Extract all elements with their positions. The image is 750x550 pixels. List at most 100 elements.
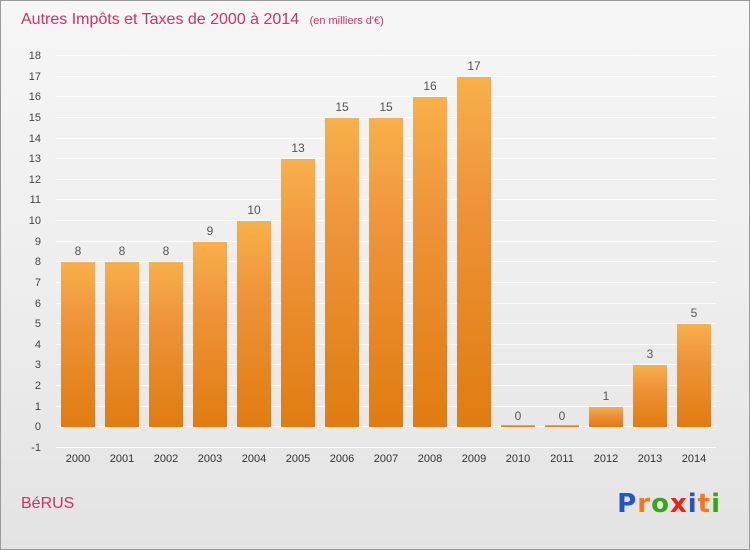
y-tick-label: 18 xyxy=(28,50,41,62)
gridline xyxy=(56,75,716,77)
bar-value-label: 8 xyxy=(162,244,170,259)
x-tick-label: 2000 xyxy=(65,453,91,465)
y-tick-label: 7 xyxy=(34,276,41,289)
logo-letter: i xyxy=(711,489,721,519)
x-tick-label: 2013 xyxy=(637,453,663,465)
x-tick-label: 2011 xyxy=(550,453,574,465)
bar xyxy=(236,221,272,428)
logo-letter: o xyxy=(651,489,670,519)
x-tick-label: 2008 xyxy=(417,453,443,465)
bar xyxy=(412,97,448,428)
y-tick-label: 12 xyxy=(28,173,41,186)
x-tick-label: 2006 xyxy=(329,453,355,465)
bar-value-label: 0 xyxy=(514,409,522,424)
bar-value-label: 5 xyxy=(690,306,698,321)
bar xyxy=(368,117,404,428)
bar-value-label: 16 xyxy=(423,79,437,94)
y-tick-label: 3 xyxy=(34,359,41,372)
proxiti-logo: Proxiti xyxy=(617,489,721,519)
y-tick-label: 10 xyxy=(28,215,41,228)
gridline xyxy=(56,55,716,56)
x-tick-label: 2012 xyxy=(593,453,619,465)
bar xyxy=(456,76,492,428)
logo-letter: r xyxy=(637,489,652,519)
bar-column: 9 xyxy=(188,56,232,448)
bar xyxy=(280,159,316,428)
bar-value-label: 3 xyxy=(646,347,654,362)
y-tick-label: 11 xyxy=(29,194,41,207)
bar-value-label: 0 xyxy=(558,409,566,424)
y-tick-label: 0 xyxy=(34,421,41,434)
y-tick-label: 2 xyxy=(34,380,41,393)
footer-brand: BéRUS xyxy=(21,495,75,512)
x-tick-label: 2009 xyxy=(461,453,487,465)
x-axis: 2000 2001 2002 2003 2004 2005 2006 2007 2008 2009… xyxy=(56,453,716,465)
bar-column: 17 xyxy=(452,56,496,448)
bar xyxy=(544,425,580,428)
logo-letter: P xyxy=(617,489,638,519)
bar-column: 15 xyxy=(320,56,364,448)
bar-value-label: 1 xyxy=(602,388,610,403)
y-tick-label: -1 xyxy=(31,442,41,454)
bar-column: 3 xyxy=(628,56,672,448)
x-tick-label: 2003 xyxy=(197,453,223,465)
bar xyxy=(632,365,668,428)
bar-column: 8 xyxy=(56,56,100,448)
y-axis: -1 0 1 2 3 4 5 6 7 8 9 10 11 12 13 14 15 16 17 18 xyxy=(1,50,49,454)
bar-column: 13 xyxy=(276,56,320,448)
bar-value-label: 8 xyxy=(118,244,126,259)
gridline xyxy=(56,116,716,118)
y-tick-label: 5 xyxy=(34,318,41,331)
y-tick-label: 4 xyxy=(34,338,41,351)
x-tick-label: 2004 xyxy=(241,453,267,465)
bar xyxy=(148,262,184,428)
bar-column: 1 xyxy=(584,56,628,448)
chart-subtitle: (en milliers d'€) xyxy=(309,15,384,27)
bar-column: 5 xyxy=(672,56,716,448)
bar xyxy=(60,262,96,428)
gridline xyxy=(56,96,716,98)
bar-column: 15 xyxy=(364,56,408,448)
bar-value-label: 9 xyxy=(206,223,214,238)
bar-column: 0 xyxy=(496,56,540,448)
bar-value-label: 15 xyxy=(335,99,349,114)
y-tick-label: 16 xyxy=(28,91,41,104)
y-tick-label: 14 xyxy=(28,132,41,145)
bar xyxy=(104,262,140,428)
chart-header: Autres Impôts et Taxes de 2000 à 2014 (e… xyxy=(21,11,384,29)
y-tick-label: 13 xyxy=(28,153,41,166)
x-tick-label: 2014 xyxy=(681,453,707,465)
y-tick-label: 17 xyxy=(28,70,41,83)
bar-column: 8 xyxy=(144,56,188,448)
bar-value-label: 17 xyxy=(467,58,481,73)
x-tick-label: 2010 xyxy=(505,453,531,465)
x-tick-label: 2001 xyxy=(109,453,135,465)
y-tick-label: 15 xyxy=(28,111,41,124)
y-tick-label: 9 xyxy=(34,235,41,248)
bar xyxy=(192,241,228,428)
bar-column: 8 xyxy=(100,56,144,448)
bar-value-label: 10 xyxy=(247,203,261,218)
y-tick-label: 8 xyxy=(34,256,41,269)
chart-title: Autres Impôts et Taxes de 2000 à 2014 xyxy=(21,11,300,28)
footer: BéRUS Proxiti xyxy=(21,489,721,519)
logo-letter: x xyxy=(669,489,688,519)
bar-column: 10 xyxy=(232,56,276,448)
bar xyxy=(324,117,360,428)
gridline xyxy=(56,447,716,448)
bar-value-label: 8 xyxy=(74,244,82,259)
y-tick-label: 6 xyxy=(34,297,41,310)
plot-area: 8 8 8 9 10 13 15 15 16 17 0 0 1 3 5 xyxy=(56,55,716,448)
logo-letter: t xyxy=(697,489,712,519)
x-tick-label: 2007 xyxy=(373,453,399,465)
x-tick-label: 2002 xyxy=(153,453,179,465)
bar-value-label: 15 xyxy=(379,99,393,114)
bar xyxy=(676,324,712,428)
bar-column: 0 xyxy=(540,56,584,448)
x-tick-label: 2005 xyxy=(285,453,311,465)
bar-series: 8 8 8 9 10 13 15 15 16 17 0 0 1 3 5 xyxy=(56,56,716,448)
bar-value-label: 13 xyxy=(291,141,305,156)
y-tick-label: 1 xyxy=(34,400,41,413)
logo-letter: i xyxy=(687,489,698,519)
